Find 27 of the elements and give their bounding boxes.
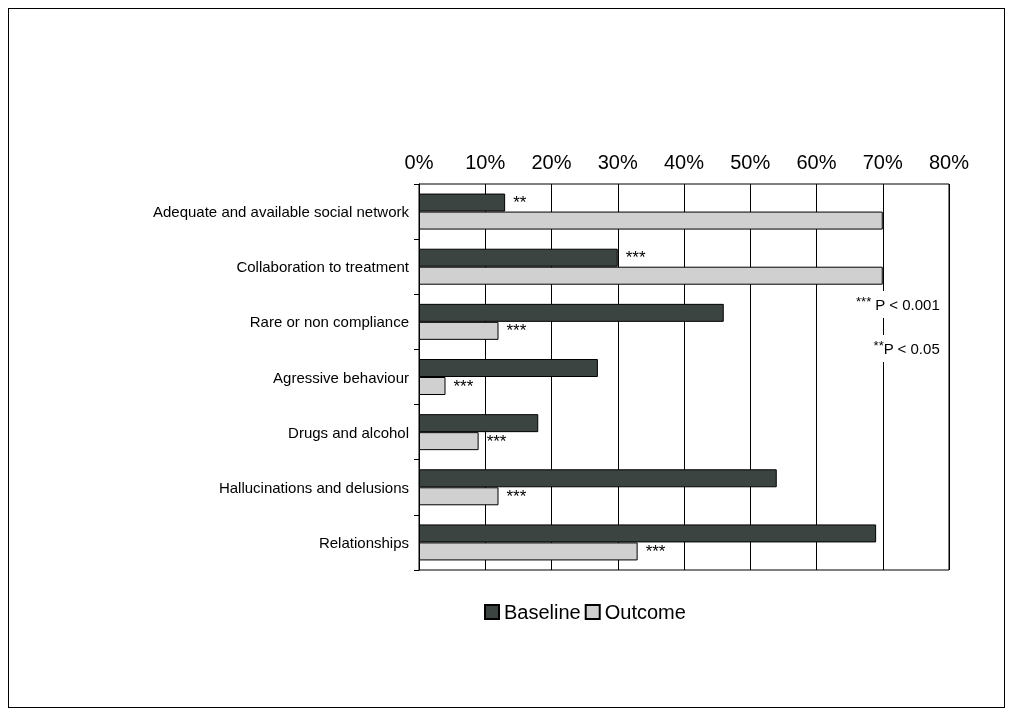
annotation: *** P < 0.001 — [856, 294, 940, 313]
y-tick-label: Adequate and available social network — [152, 203, 410, 221]
annotation: *** — [453, 376, 474, 396]
y-tick-label: Rare or non compliance — [249, 313, 409, 331]
y-tick-label: Collaboration to treatment — [236, 258, 410, 276]
x-tick-label: 40% — [663, 151, 705, 173]
x-tick-label: 10% — [465, 151, 506, 173]
y-tick-label: Hallucinations and delusions — [218, 478, 409, 496]
x-tick-label: 50% — [730, 151, 771, 173]
legend-label: Baseline — [504, 601, 581, 623]
x-tick-label: 60% — [796, 151, 837, 173]
annotation: *** — [625, 248, 646, 268]
annotation: *** — [506, 486, 527, 506]
annotation: **P < 0.05 — [873, 338, 940, 357]
y-tick-label: Drugs and alcohol — [288, 423, 409, 441]
x-tick-label: 0% — [404, 151, 434, 173]
x-tick-label: 80% — [928, 151, 970, 173]
legend-label: Outcome — [604, 601, 686, 623]
x-tick-label: 30% — [597, 151, 638, 173]
x-tick-label: 20% — [531, 151, 572, 173]
annotation: *** — [645, 541, 666, 561]
annotation: *** — [486, 431, 507, 451]
y-tick-label: Agressive behaviour — [273, 368, 409, 386]
x-tick-label: 70% — [862, 151, 903, 173]
annotation: *** — [506, 321, 527, 341]
y-tick-label: Relationships — [318, 533, 409, 551]
annotation: ** — [513, 193, 527, 213]
